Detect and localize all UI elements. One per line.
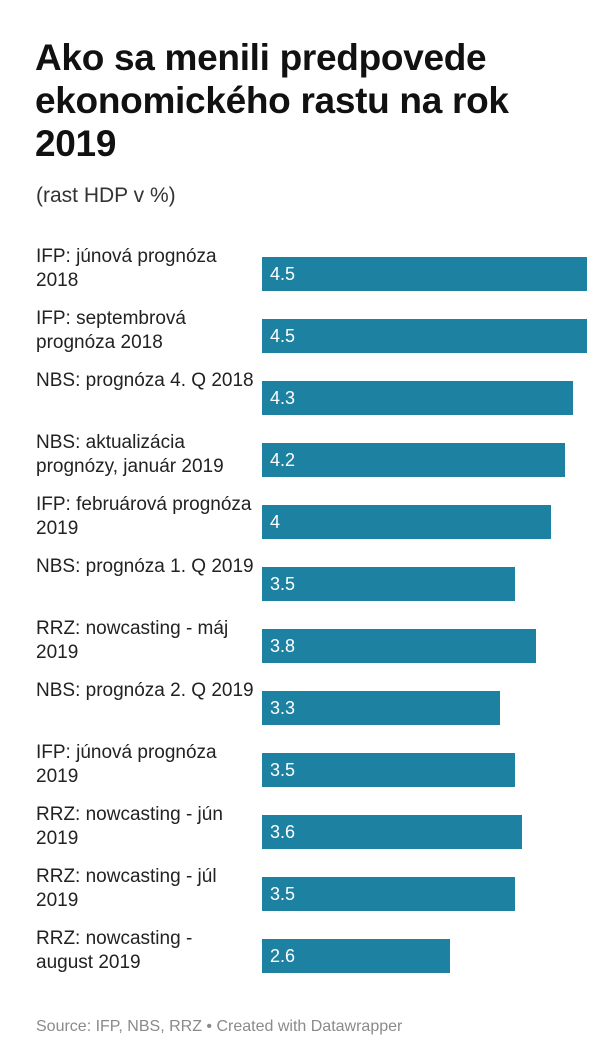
bar-value-label: 3.6	[270, 822, 296, 842]
category-label: NBS: prognóza 2. Q 2019	[36, 680, 254, 701]
bar	[262, 319, 587, 353]
bar	[262, 257, 587, 291]
bar-value-label: 3.5	[270, 760, 296, 780]
category-label: RRZ: nowcasting - máj 2019	[36, 618, 229, 663]
bar-value-label: 3.5	[270, 884, 296, 904]
category-label: IFP: júnová prognóza 2018	[36, 246, 217, 291]
bar	[262, 567, 515, 601]
category-label: RRZ: nowcasting - jún 2019	[36, 804, 223, 849]
source-note: Source: IFP, NBS, RRZ • Created with Dat…	[36, 1018, 403, 1035]
bar-row: RRZ: nowcasting - jún 2019 3.6	[0, 803, 600, 865]
bar-row: NBS: prognóza 2. Q 2019 3.3	[0, 679, 600, 741]
category-label: NBS: aktualizácia prognózy, január 2019	[36, 432, 224, 477]
bar-row: NBS: prognóza 4. Q 2018 4.3	[0, 369, 600, 431]
bar-row: NBS: prognóza 1. Q 2019 3.5	[0, 555, 600, 617]
bar-value-label: 4.3	[270, 388, 296, 408]
bar	[262, 443, 565, 477]
bar-value-label: 3.5	[270, 574, 296, 594]
category-label: NBS: prognóza 4. Q 2018	[36, 370, 254, 391]
bar-row: IFP: júnová prognóza 2019 3.5	[0, 741, 600, 803]
category-label: IFP: septembrová prognóza 2018	[36, 308, 186, 353]
category-label: RRZ: nowcasting - júl 2019	[36, 866, 217, 911]
bar-value-label: 3.8	[270, 636, 296, 656]
bar	[262, 691, 500, 725]
bar-row: IFP: februárová prognóza 2019 4	[0, 493, 600, 555]
bar-row: IFP: júnová prognóza 2018 4.5	[0, 245, 600, 307]
bar	[262, 753, 515, 787]
bar-value-label: 4.5	[270, 264, 296, 284]
bar	[262, 877, 515, 911]
category-label: IFP: júnová prognóza 2019	[36, 742, 217, 787]
category-label: IFP: februárová prognóza 2019	[36, 494, 252, 539]
bar	[262, 815, 522, 849]
bar-row: RRZ: nowcasting - august 2019 2.6	[0, 927, 600, 989]
chart-title: Ako sa menili predpovede ekonomického ra…	[35, 37, 509, 164]
bar-row: RRZ: nowcasting - júl 2019 3.5	[0, 865, 600, 927]
bar-row: RRZ: nowcasting - máj 2019 3.8	[0, 617, 600, 679]
bar-value-label: 3.3	[270, 698, 296, 718]
bar	[262, 939, 450, 973]
bar-value-label: 4	[270, 512, 281, 532]
bar	[262, 629, 536, 663]
bar	[262, 505, 551, 539]
bar	[262, 381, 573, 415]
bar-value-label: 2.6	[270, 946, 296, 966]
bar-value-label: 4.5	[270, 326, 296, 346]
bar-row: NBS: aktualizácia prognózy, január 2019 4…	[0, 431, 600, 493]
category-label: RRZ: nowcasting - august 2019	[36, 928, 193, 973]
bar-row: IFP: septembrová prognóza 2018 4.5	[0, 307, 600, 369]
bar-value-label: 4.2	[270, 450, 296, 470]
category-label: NBS: prognóza 1. Q 2019	[36, 556, 254, 577]
chart-subtitle: (rast HDP v %)	[36, 184, 176, 207]
